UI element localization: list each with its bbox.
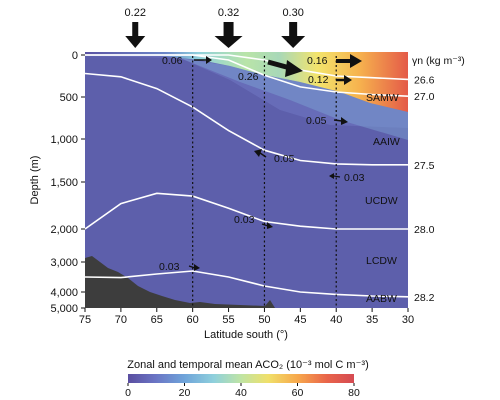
- x-tick-label: 70: [115, 314, 127, 326]
- transport-arrowhead: [341, 117, 348, 125]
- transport-arrow: [259, 152, 267, 158]
- flux-arrow-shaft: [132, 22, 139, 38]
- flux-value-label: 0.22: [125, 7, 146, 19]
- surface-flux-arrows: 0.22 0.32 0.30: [125, 7, 306, 48]
- colorbar-tick-label: 0: [125, 387, 131, 399]
- colorbar-tick-label: 80: [348, 387, 360, 399]
- water-mass-aabw: AABW: [366, 293, 397, 305]
- section-lines: [192, 56, 337, 308]
- y-tick-label: 1,000: [50, 134, 78, 146]
- flux-arrow-shaft: [223, 22, 234, 38]
- colorbar-title: Zonal and temporal mean ACO₂ (10⁻³ mol C…: [127, 359, 368, 371]
- density-labels: 26.6 27.0 27.5 28.0 28.2: [414, 74, 435, 303]
- y-tick-label: 3,000: [50, 257, 78, 269]
- transport-label: 0.05: [306, 115, 327, 127]
- isopycnal-27.5: [85, 72, 408, 166]
- density-unit-label: γn (kg m⁻³): [412, 55, 465, 67]
- x-tick-label: 30: [402, 314, 414, 326]
- transport-arrow: [333, 175, 341, 178]
- density-label: 27.0: [414, 91, 435, 103]
- transport-arrowhead: [267, 222, 273, 229]
- x-tick-label: 40: [330, 314, 342, 326]
- water-mass-samw: SAMW: [366, 92, 399, 104]
- x-tick-label: 75: [79, 314, 91, 326]
- density-label: 28.2: [414, 292, 435, 304]
- flux-value-label: 0.32: [218, 7, 239, 19]
- density-label: 27.5: [414, 160, 435, 172]
- x-tick-label: 50: [258, 314, 270, 326]
- transport-label: 0.03: [159, 261, 180, 273]
- surface-aco2-fade: [180, 58, 408, 140]
- x-axis: 75 70 65 60 55 50 45 40 35 30: [79, 308, 414, 326]
- colorbar-ticks: 0 20 40 60 80: [125, 383, 360, 399]
- y-tick-label: 2,000: [50, 224, 78, 236]
- x-tick-label: 55: [222, 314, 234, 326]
- transport-arrowhead: [194, 264, 200, 271]
- transport-label: 0.26: [238, 71, 259, 83]
- transport-arrowhead: [206, 56, 212, 64]
- water-mass-aaiw: AAIW: [373, 136, 400, 148]
- flux-arrow-shaft: [289, 22, 298, 38]
- flux-arrow-head: [281, 36, 306, 48]
- transport-label: 0.05: [274, 153, 295, 165]
- isopycnal-28.0: [85, 192, 408, 230]
- y-axis-label: Depth (m): [29, 156, 41, 205]
- seafloor: [85, 256, 275, 308]
- y-tick-label: 1,500: [50, 177, 78, 189]
- y-tick-label: 500: [60, 92, 78, 104]
- y-tick-label: 0: [72, 50, 78, 62]
- transport-label: 0.12: [308, 74, 329, 86]
- transport-label: 0.03: [234, 214, 255, 226]
- transport-arrowhead: [329, 173, 334, 179]
- transport-arrowhead: [254, 149, 262, 157]
- colorbar-tick-label: 60: [292, 387, 304, 399]
- colorbar-tick-label: 40: [235, 387, 247, 399]
- colorbar: [128, 374, 354, 383]
- flux-arrow-head: [214, 36, 243, 48]
- colorbar-tick-label: 20: [179, 387, 191, 399]
- isopycnal-28.2: [85, 270, 408, 298]
- surface-aco2-high: [85, 52, 408, 112]
- y-tick-label: 4,000: [50, 287, 78, 299]
- transport-arrowhead: [285, 60, 303, 77]
- y-tick-label: 5,000: [50, 303, 78, 315]
- transport-arrow: [333, 119, 343, 122]
- x-tick-label: 65: [151, 314, 163, 326]
- transport-arrowhead: [344, 75, 352, 85]
- transport-label: 0.03: [344, 172, 365, 184]
- water-mass-lcdw: LCDW: [366, 255, 397, 267]
- transport-arrowhead: [350, 54, 362, 68]
- x-tick-label: 35: [366, 314, 378, 326]
- transport-label: 0.16: [307, 55, 328, 67]
- x-axis-label: Latitude south (°): [204, 329, 288, 341]
- density-label: 26.6: [414, 74, 435, 86]
- flux-arrow-head: [125, 36, 146, 48]
- flux-value-label: 0.30: [282, 7, 303, 19]
- x-tick-label: 45: [294, 314, 306, 326]
- isopycnal-lines: [85, 54, 408, 298]
- x-tick-label: 60: [187, 314, 199, 326]
- y-axis: 0 500 1,000 1,500 2,000 3,000 4,000 5,000: [50, 50, 85, 315]
- isopycnal-27.0: [85, 54, 408, 97]
- density-label: 28.0: [414, 224, 435, 236]
- transport-annotations: 0.06 0.16 0.26 0.12 0.05 0.05 0.03 0.03 …: [159, 54, 365, 273]
- transport-label: 0.06: [162, 55, 183, 67]
- water-mass-ucdw: UCDW: [365, 195, 398, 207]
